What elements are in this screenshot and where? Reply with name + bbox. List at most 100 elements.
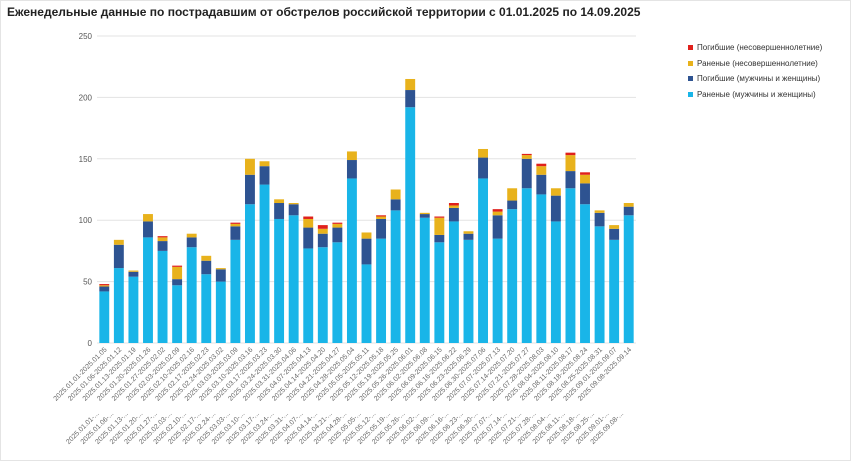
bar-segment	[361, 232, 372, 239]
bar-segment	[507, 200, 518, 210]
bar-segment	[434, 216, 445, 218]
bar-segment	[172, 265, 183, 267]
bar-segment	[274, 199, 285, 204]
bar-segment	[419, 214, 430, 218]
bar-segment	[434, 242, 445, 343]
bar-segment	[303, 218, 314, 228]
bar-segment	[507, 209, 518, 343]
bar-segment	[332, 222, 343, 224]
bar-segment	[565, 188, 576, 343]
bar-segment	[215, 269, 226, 282]
bar-segment	[143, 221, 153, 238]
bar-segment	[230, 222, 241, 224]
bar-segment	[405, 107, 416, 343]
legend-swatch	[688, 76, 693, 82]
y-tick-label: 250	[79, 32, 93, 41]
legend-item-killed-minors: Погибшие (несовершеннолетние)	[688, 40, 822, 56]
bar-segment	[594, 210, 605, 213]
bar-segment	[376, 215, 387, 217]
bar-segment	[128, 270, 139, 272]
bar-segment	[405, 78, 416, 91]
bar-segment	[594, 212, 605, 227]
bar-segment	[303, 227, 314, 249]
bar-segment	[492, 209, 503, 212]
bar-segment	[478, 178, 488, 343]
bar-segment	[186, 247, 197, 343]
bar-segment	[317, 233, 328, 248]
bar-segment	[128, 271, 139, 277]
bar-segment	[288, 203, 299, 205]
bar-segment	[215, 281, 226, 343]
legend-label: Погибшие (несовершеннолетние)	[697, 43, 823, 53]
bar-segment	[419, 212, 430, 215]
bar-segment	[332, 223, 343, 228]
bar-segment	[288, 204, 299, 216]
bar-segment	[303, 216, 314, 219]
bar-segment	[172, 266, 183, 280]
bar-segment	[580, 183, 590, 205]
legend-item-injured-adults: Раненые (мужчины и женщины)	[688, 87, 822, 103]
bar-segment	[390, 199, 401, 211]
bar-segment	[536, 174, 547, 195]
bar-segment	[259, 184, 270, 343]
bar-segment	[594, 226, 605, 343]
legend-swatch	[688, 45, 693, 51]
bar-segment	[274, 203, 285, 219]
bar-segment	[230, 223, 241, 227]
bar-segment	[274, 218, 285, 343]
bar-segment	[201, 255, 212, 261]
bar-segment	[259, 161, 270, 167]
bar-segment	[463, 231, 474, 234]
bar-segment	[201, 260, 212, 275]
bar-segment	[259, 166, 270, 185]
bar-segment	[186, 233, 197, 238]
bar-segment	[346, 160, 357, 179]
bar-segment	[332, 242, 343, 343]
legend-item-injured-minors: Раненые (несовершеннолетние)	[688, 56, 822, 72]
bar-segment	[361, 264, 372, 343]
bar-segment	[550, 221, 561, 343]
legend: Погибшие (несовершеннолетние) Раненые (н…	[688, 40, 822, 102]
bar-segment	[521, 158, 532, 189]
bar-segment	[609, 228, 620, 240]
bar-segment	[478, 148, 488, 158]
legend-label: Раненые (несовершеннолетние)	[697, 58, 818, 68]
bar-segment	[230, 239, 241, 343]
bar-segment	[245, 158, 255, 175]
bar-segment	[565, 171, 576, 189]
bar-segment	[157, 236, 168, 238]
bar-segment	[390, 210, 401, 343]
bar-segment	[448, 205, 459, 208]
bar-segment	[521, 188, 532, 343]
bar-segment	[536, 163, 547, 167]
bar-segment	[623, 203, 634, 207]
bar-segment	[609, 225, 620, 229]
bar-segment	[128, 276, 139, 343]
legend-swatch	[688, 91, 693, 97]
bar-segment	[536, 166, 547, 175]
bar-segment	[143, 237, 153, 343]
bar-segment	[172, 279, 183, 286]
bar-segment	[376, 218, 387, 239]
bar-segment	[303, 248, 314, 343]
bar-segment	[580, 174, 590, 184]
bar-segment	[507, 188, 518, 201]
bar-segment	[405, 90, 416, 108]
bar-segment	[288, 215, 299, 343]
bar-segment	[623, 215, 634, 343]
bar-segment	[419, 217, 430, 343]
bar-segment	[317, 247, 328, 343]
bar-segment	[157, 237, 168, 242]
bar-segment	[492, 211, 503, 216]
bar-segment	[376, 216, 387, 219]
chart-title: Еженедельные данные по пострадавшим от о…	[7, 5, 641, 19]
y-tick-label: 0	[88, 339, 93, 348]
bar-segment	[143, 214, 153, 222]
bar-segment	[434, 217, 445, 235]
bar-segment	[99, 286, 110, 292]
bar-segment	[172, 285, 183, 343]
bar-segment	[157, 250, 168, 343]
bar-segment	[201, 274, 212, 343]
